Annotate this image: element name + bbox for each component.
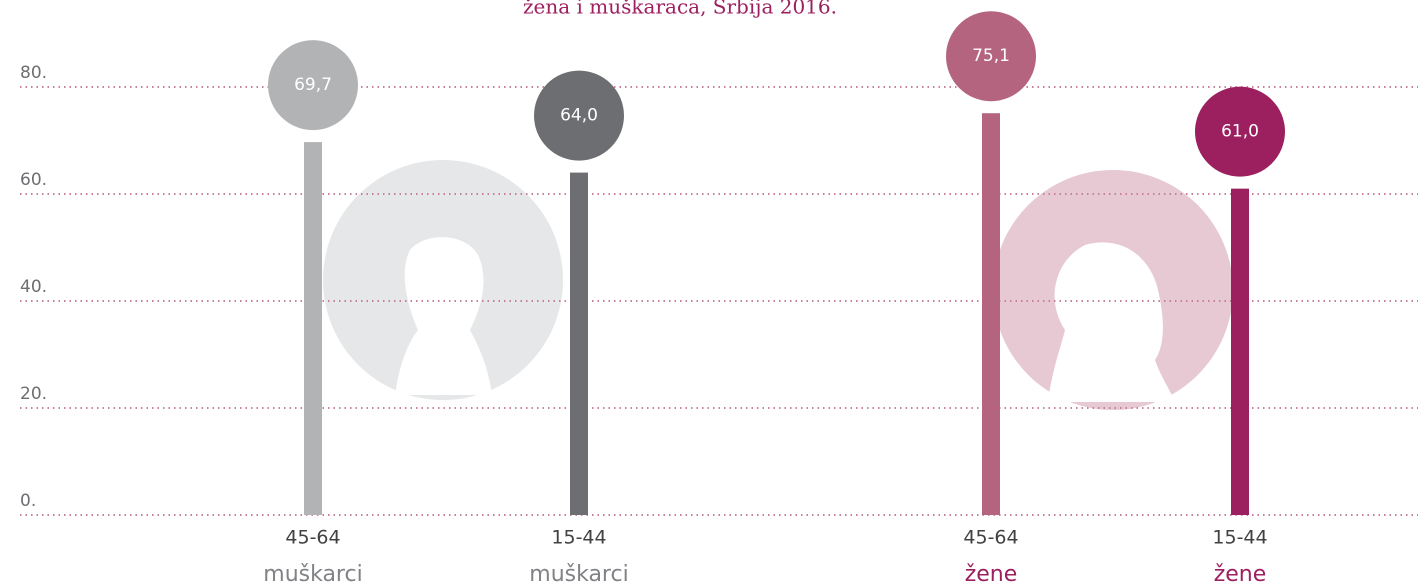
group-label: muškarci [529, 562, 628, 587]
x-tick-label: 45-64 [963, 527, 1018, 549]
y-tick-label: 0. [20, 491, 36, 511]
male-silhouette [323, 160, 563, 400]
value-label: 69,7 [294, 75, 332, 95]
group-label: žene [1214, 562, 1267, 587]
y-tick-label: 80. [20, 63, 47, 83]
y-tick-label: 20. [20, 384, 47, 404]
value-label: 64,0 [560, 106, 598, 126]
bar [304, 142, 322, 515]
chart: žena i muškaraca, Srbija 2016. 0. 20. 40. 6… [0, 0, 1418, 588]
bar [1231, 189, 1249, 515]
x-tick-label: 15-44 [1212, 527, 1267, 549]
bar [982, 113, 1000, 515]
value-label: 75,1 [972, 46, 1010, 66]
y-tick-label: 60. [20, 170, 47, 190]
group-label: žene [965, 562, 1018, 587]
value-label: 61,0 [1221, 122, 1259, 142]
chart-title: žena i muškaraca, Srbija 2016. [523, 0, 837, 19]
female-silhouette [993, 170, 1233, 410]
y-tick-label: 40. [20, 277, 47, 297]
x-tick-label: 15-44 [551, 527, 606, 549]
bar [570, 173, 588, 515]
group-label: muškarci [263, 562, 362, 587]
x-tick-label: 45-64 [285, 527, 340, 549]
